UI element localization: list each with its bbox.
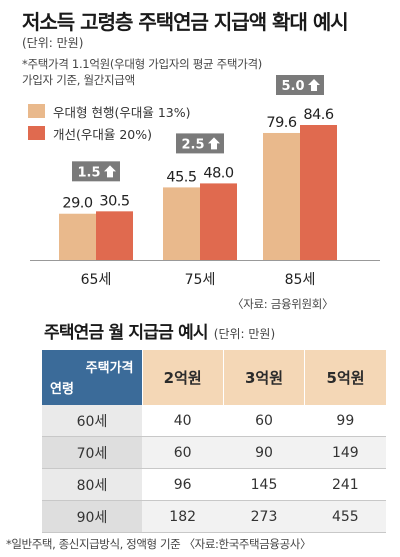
- data-label: 30.5: [99, 193, 129, 209]
- table-row: 80세 96 145 241: [42, 468, 386, 501]
- row-header: 80세: [42, 468, 142, 501]
- chart-unit: (단위: 만원): [22, 36, 84, 50]
- table-cell: 273: [223, 500, 305, 533]
- table-cell: 60: [142, 436, 224, 469]
- chart-legend: 우대형 현행(우대율 13%) 개선(우대율 20%): [28, 100, 190, 144]
- table-cell: 40: [142, 405, 224, 437]
- data-label: 79.6: [266, 115, 297, 131]
- table-cell: 60: [223, 405, 305, 437]
- table-cell: 241: [304, 468, 386, 501]
- category-label: 85세: [285, 272, 316, 288]
- table-row: 70세 60 90 149: [42, 436, 386, 469]
- column-header: 3억원: [222, 350, 305, 405]
- legend-swatch-improved: [28, 126, 45, 140]
- legend-swatch-current: [28, 104, 45, 118]
- legend-label-current: 우대형 현행(우대율 13%): [53, 104, 191, 120]
- data-label: 45.5: [166, 169, 196, 185]
- table-cell: 149: [304, 436, 386, 469]
- bar-current: [163, 187, 200, 260]
- increase-label: 1.5: [77, 165, 100, 180]
- pension-table: 주택가격 연령 2억원 3억원 5억원 60세 40 60 99 70세 60 …: [42, 350, 386, 533]
- bar-improved: [96, 211, 133, 260]
- arrow-up-icon: [208, 137, 220, 150]
- table-cell: 99: [304, 405, 386, 437]
- bar-chart: 29.0 30.5 65세 1.5 45.5 48.0 75세 2.5 79.6 84.6 85세 5…: [30, 75, 380, 288]
- table-unit: (단위: 만원): [213, 327, 276, 341]
- note-line-2: 가입자 기준, 월간지급액: [22, 73, 135, 87]
- table-title-block: 주택연금 월 지급금 예시 (단위: 만원): [44, 318, 275, 343]
- chart-title: 저소득 고령층 주택연금 지급액 확대 예시: [22, 10, 349, 34]
- row-header: 90세: [42, 500, 142, 533]
- table-cell: 145: [223, 468, 305, 501]
- table-header-row: 주택가격 연령 2억원 3억원 5억원: [42, 350, 386, 405]
- bar-improved: [300, 125, 337, 260]
- bar-current: [59, 213, 96, 260]
- row-header: 60세: [42, 405, 142, 437]
- category-label: 65세: [81, 272, 112, 288]
- arrow-up-icon: [308, 79, 320, 91]
- table-row: 90세 182 273 455: [42, 500, 386, 533]
- table-cell: 455: [304, 500, 386, 533]
- column-header: 2억원: [141, 350, 224, 405]
- corner-label-price: 주택가격: [85, 361, 134, 376]
- table-cell: 96: [142, 468, 224, 501]
- data-label: 48.0: [203, 165, 234, 181]
- table-title: 주택연금 월 지급금 예시: [44, 323, 209, 343]
- increase-label: 5.0: [281, 79, 304, 94]
- note-line-1: *주택가격 1.1억원(우대형 가입자의 평균 주택가격): [22, 57, 262, 71]
- corner-label-age: 연령: [50, 382, 74, 397]
- table-cell: 182: [142, 500, 224, 533]
- legend-item-improved: 개선(우대율 20%): [28, 122, 190, 144]
- table-row: 60세 40 60 99: [42, 405, 386, 437]
- data-label: 29.0: [62, 196, 93, 212]
- column-header: 5억원: [304, 350, 386, 405]
- bar-current: [263, 132, 300, 260]
- row-header: 70세: [42, 436, 142, 469]
- table-source: *일반주택, 종신지급방식, 정액형 기준 〈자료:한국주택금융공사〉: [6, 537, 312, 551]
- chart-source: 〈자료: 금융위원회〉: [232, 297, 334, 311]
- legend-label-improved: 개선(우대율 20%): [53, 126, 153, 142]
- arrow-up-icon: [104, 165, 116, 178]
- bar-improved: [200, 183, 237, 260]
- table-cell: 90: [223, 436, 305, 469]
- table-corner-cell: 주택가격 연령: [42, 350, 142, 405]
- data-label: 84.6: [303, 107, 334, 123]
- increase-label: 2.5: [181, 137, 204, 152]
- legend-item-current: 우대형 현행(우대율 13%): [28, 100, 190, 122]
- chart-note: *주택가격 1.1억원(우대형 가입자의 평균 주택가격) 가입자 기준, 월간…: [22, 56, 262, 88]
- category-label: 75세: [185, 272, 216, 288]
